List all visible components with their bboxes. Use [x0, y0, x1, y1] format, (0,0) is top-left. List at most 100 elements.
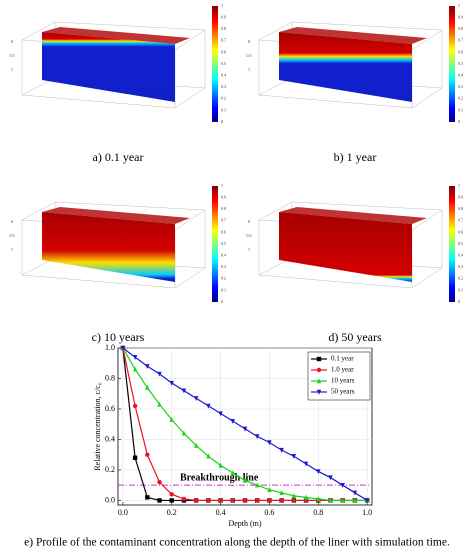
depth-tick-label: 0.5 — [247, 53, 252, 58]
legend-label: 1.0 year — [331, 366, 354, 374]
threshold-label: Breakthrough line — [180, 472, 259, 483]
colorbar-tick-label: 0.7 — [221, 38, 226, 43]
marker — [255, 482, 260, 488]
panel-caption: a) 0.1 year — [93, 150, 144, 164]
marker — [193, 442, 199, 448]
colorbar-tick-label: 0.3 — [458, 264, 463, 269]
marker — [181, 430, 187, 436]
marker — [157, 498, 162, 503]
y-tick-label: 0.4 — [105, 434, 115, 443]
colorbar — [449, 6, 455, 122]
marker — [132, 354, 138, 360]
box-edge — [258, 94, 413, 109]
box-edge — [21, 274, 176, 289]
slab-top — [42, 27, 190, 44]
legend-label: 50 years — [331, 388, 355, 396]
box-edge — [258, 201, 293, 221]
marker — [157, 401, 162, 407]
panel: 0 0.5 1 1 0.9 0.8 0.7 0.6 0.5 0.4 0.3 0.2 0.1 0 c) 10 … — [10, 183, 227, 344]
colorbar — [449, 186, 455, 302]
colorbar-tick-label: 0.9 — [221, 195, 226, 200]
colorbar-tick-label: 0.5 — [221, 241, 226, 246]
legend-label: 10 years — [331, 377, 355, 385]
colorbar-tick-label: 0.1 — [221, 287, 226, 292]
y-tick-label: 1.0 — [105, 343, 115, 352]
panel: 0 0.5 1 1 0.9 0.8 0.7 0.6 0.5 0.4 0.3 0.2 0.1 0 b) 1 y… — [247, 3, 464, 164]
marker — [169, 498, 174, 503]
colorbar-tick-label: 0.8 — [458, 206, 463, 211]
box-edge — [54, 21, 206, 31]
marker — [145, 495, 150, 500]
y-tick-label: 0.6 — [105, 404, 115, 413]
marker — [316, 496, 321, 502]
depth-tick-label: 0.5 — [10, 53, 15, 58]
depth-tick-label: 0.5 — [10, 233, 15, 238]
colorbar-tick-label: 0.3 — [221, 264, 226, 269]
y-tick-label: 0.2 — [105, 465, 115, 474]
colorbar-tick-label: 0.1 — [221, 107, 226, 112]
x-tick-label: 0.8 — [313, 508, 323, 517]
box-edge — [21, 21, 56, 41]
marker — [291, 498, 297, 503]
box-edge — [258, 274, 413, 289]
box-edge — [291, 201, 443, 211]
box-edge — [174, 209, 206, 231]
colorbar-tick-label: 0.2 — [221, 276, 226, 281]
colorbar-tick-label: 0.1 — [458, 107, 463, 112]
marker — [340, 482, 345, 488]
box-edge — [54, 201, 206, 211]
panel-caption: d) 50 years — [328, 330, 382, 344]
colorbar-tick-label: 1 — [221, 183, 223, 188]
box-edge — [174, 29, 206, 51]
depth-tick-label: 1 — [248, 247, 250, 252]
slab-top — [279, 27, 427, 44]
marker — [145, 364, 150, 369]
colorbar-tick-label: 0.6 — [221, 229, 226, 234]
colorbar-tick-label: 0.2 — [221, 96, 226, 101]
colorbar-tick-label: 1 — [458, 3, 460, 8]
colorbar-tick-label: 0.7 — [458, 218, 463, 223]
marker — [316, 378, 322, 384]
colorbar-tick-label: 0.3 — [221, 84, 226, 89]
colorbar-tick-label: 0.2 — [458, 276, 463, 281]
marker — [279, 490, 284, 496]
marker — [242, 477, 248, 483]
colorbar-tick-label: 0.5 — [458, 241, 463, 246]
marker — [193, 396, 199, 402]
marker — [169, 416, 174, 422]
x-tick-label: 0.4 — [216, 508, 226, 517]
marker — [303, 461, 309, 467]
colorbar-tick-label: 0.4 — [221, 253, 226, 258]
colorbar-tick-label: 0 — [458, 119, 460, 124]
marker — [218, 411, 223, 417]
marker — [181, 388, 187, 394]
marker — [169, 380, 174, 386]
marker — [230, 418, 235, 424]
colorbar-tick-label: 0.6 — [221, 49, 226, 54]
marker — [242, 426, 248, 432]
colorbar-tick-label: 0.4 — [458, 73, 463, 78]
marker — [132, 455, 138, 460]
marker — [255, 498, 260, 503]
marker — [279, 498, 284, 503]
marker — [340, 497, 345, 503]
slab — [279, 32, 412, 102]
marker — [316, 367, 322, 373]
colorbar — [212, 186, 218, 302]
x-axis-label: Depth (m) — [228, 519, 261, 528]
y-tick-label: 0.8 — [105, 373, 115, 382]
depth-tick-label: 1 — [11, 67, 13, 72]
panel-caption: b) 1 year — [334, 150, 377, 164]
slab — [279, 212, 412, 282]
x-tick-label: 0.0 — [118, 508, 128, 517]
marker — [267, 487, 272, 492]
marker — [328, 497, 333, 503]
box-edge — [21, 201, 56, 221]
marker — [169, 492, 174, 497]
marker — [218, 498, 223, 503]
slab — [42, 32, 175, 102]
marker — [364, 498, 370, 504]
box-edge — [174, 87, 206, 109]
colorbar — [212, 6, 218, 122]
